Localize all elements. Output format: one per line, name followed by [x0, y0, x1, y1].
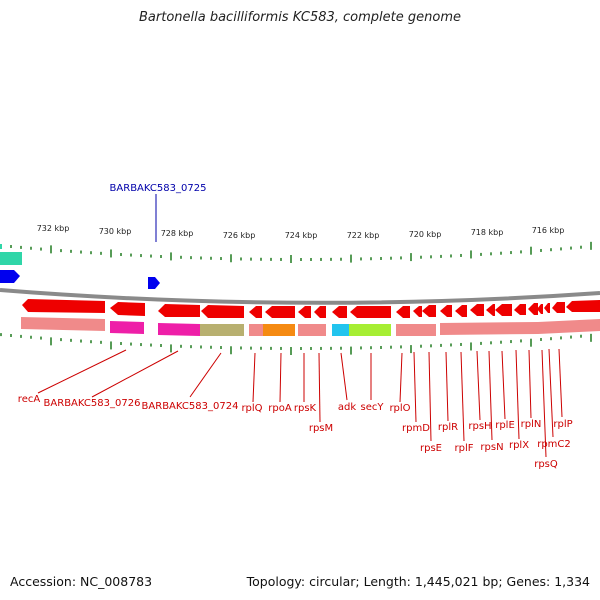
gene-label[interactable]: rpmC2: [537, 439, 571, 450]
gene-rplo[interactable]: [396, 306, 410, 318]
gene-label[interactable]: rplQ: [241, 403, 262, 414]
gene-label[interactable]: rplP: [553, 419, 572, 430]
topology-text: Topology: circular; Length: 1,445,021 bp…: [246, 574, 590, 589]
tick-label: 722 kbp: [347, 231, 380, 240]
gene-rplx[interactable]: [514, 304, 526, 315]
accession-text: Accession: NC_008783: [10, 574, 153, 589]
gene-rpsm[interactable]: [314, 306, 326, 318]
gene-forward[interactable]: [0, 270, 20, 283]
gene-labels: recA BARBAKC583_0726 BARBAKC583_0724 rpl…: [18, 394, 573, 470]
gene-label[interactable]: rplN: [521, 419, 542, 430]
gene-barbakc583-0726[interactable]: [110, 302, 145, 316]
label-leaders: [37, 348, 563, 458]
gene-label[interactable]: rplO: [389, 403, 410, 414]
gene-barbakc583-0724-a[interactable]: [158, 304, 200, 317]
gene-label[interactable]: rplX: [509, 440, 529, 451]
gene-reca[interactable]: [22, 299, 105, 313]
genome-backbone: [0, 288, 600, 305]
gene-reverse[interactable]: [566, 300, 600, 312]
gene-label[interactable]: rplR: [438, 422, 458, 433]
genome-title: Bartonella bacilliformis KC583, complete…: [139, 10, 461, 25]
gene-rpsh[interactable]: [470, 304, 484, 316]
feature-block[interactable]: [332, 324, 349, 336]
tick-label: 716 kbp: [532, 226, 565, 235]
gene-label[interactable]: recA: [18, 394, 41, 405]
gene-rple[interactable]: [495, 304, 512, 316]
top-tick-row: [0, 241, 592, 263]
feature-block[interactable]: [440, 322, 538, 335]
gene-label[interactable]: BARBAKC583_0725: [110, 183, 207, 194]
feature-block[interactable]: [396, 324, 436, 336]
feature-block[interactable]: [110, 321, 144, 334]
gene-rpmc2[interactable]: [544, 303, 550, 313]
gene-label[interactable]: rpsH: [468, 421, 491, 432]
feature-block[interactable]: [263, 324, 295, 336]
gene-rpln[interactable]: [528, 303, 538, 315]
gene-barbakc583-0724[interactable]: [201, 305, 244, 318]
gene-rplp[interactable]: [552, 302, 565, 313]
gene-rpsq[interactable]: [537, 304, 543, 314]
gene-label[interactable]: rpmD: [402, 423, 430, 434]
bottom-tick-row: [0, 333, 592, 355]
gene-rpsk[interactable]: [298, 306, 311, 318]
tick-labels: 732 kbp 730 kbp 728 kbp 726 kbp 724 kbp …: [37, 224, 565, 240]
tick-label: 718 kbp: [471, 228, 504, 237]
gene-rpmd[interactable]: [413, 306, 422, 317]
feature-block[interactable]: [249, 324, 263, 336]
tick-label: 728 kbp: [161, 229, 194, 238]
gene-label[interactable]: BARBAKC583_0724: [142, 401, 239, 412]
tick-label: 730 kbp: [99, 227, 132, 236]
feature-teal[interactable]: [0, 252, 22, 265]
gene-label[interactable]: rplE: [495, 420, 515, 431]
feature-block[interactable]: [349, 324, 391, 336]
feature-block[interactable]: [21, 317, 105, 331]
tick-label: 720 kbp: [409, 230, 442, 239]
gene-label[interactable]: rpsN: [480, 442, 503, 453]
gene-rplf[interactable]: [455, 305, 467, 317]
gene-label[interactable]: rpsK: [294, 403, 317, 414]
gene-rplq[interactable]: [249, 306, 262, 318]
tick-label: 732 kbp: [37, 224, 70, 233]
gene-label[interactable]: rpoA: [268, 403, 292, 414]
reverse-strand: [22, 299, 600, 318]
feature-block[interactable]: [538, 319, 600, 334]
gene-label[interactable]: rpsM: [309, 423, 333, 434]
gene-barbakc583-0725[interactable]: [148, 277, 160, 289]
feature-block[interactable]: [158, 323, 200, 336]
tick-label: 726 kbp: [223, 231, 256, 240]
tick-label: 724 kbp: [285, 231, 318, 240]
gene-adk[interactable]: [332, 306, 347, 318]
forward-strand: BARBAKC583_0725: [0, 183, 206, 289]
gene-secy[interactable]: [350, 306, 391, 318]
feature-row: [21, 317, 600, 336]
gene-label[interactable]: rplF: [455, 443, 474, 454]
gene-label[interactable]: adk: [338, 402, 356, 413]
gene-label[interactable]: rpsE: [420, 443, 442, 454]
feature-block[interactable]: [298, 324, 326, 336]
gene-rpse[interactable]: [422, 305, 436, 317]
gene-rpsn[interactable]: [486, 304, 495, 316]
feature-block[interactable]: [200, 324, 244, 336]
gene-rplr[interactable]: [440, 305, 452, 317]
feature-teal[interactable]: [0, 244, 2, 249]
gene-label[interactable]: BARBAKC583_0726: [44, 398, 141, 409]
gene-label[interactable]: secY: [361, 402, 385, 413]
gene-rpoa[interactable]: [265, 306, 295, 318]
gene-label[interactable]: rpsQ: [534, 459, 558, 470]
